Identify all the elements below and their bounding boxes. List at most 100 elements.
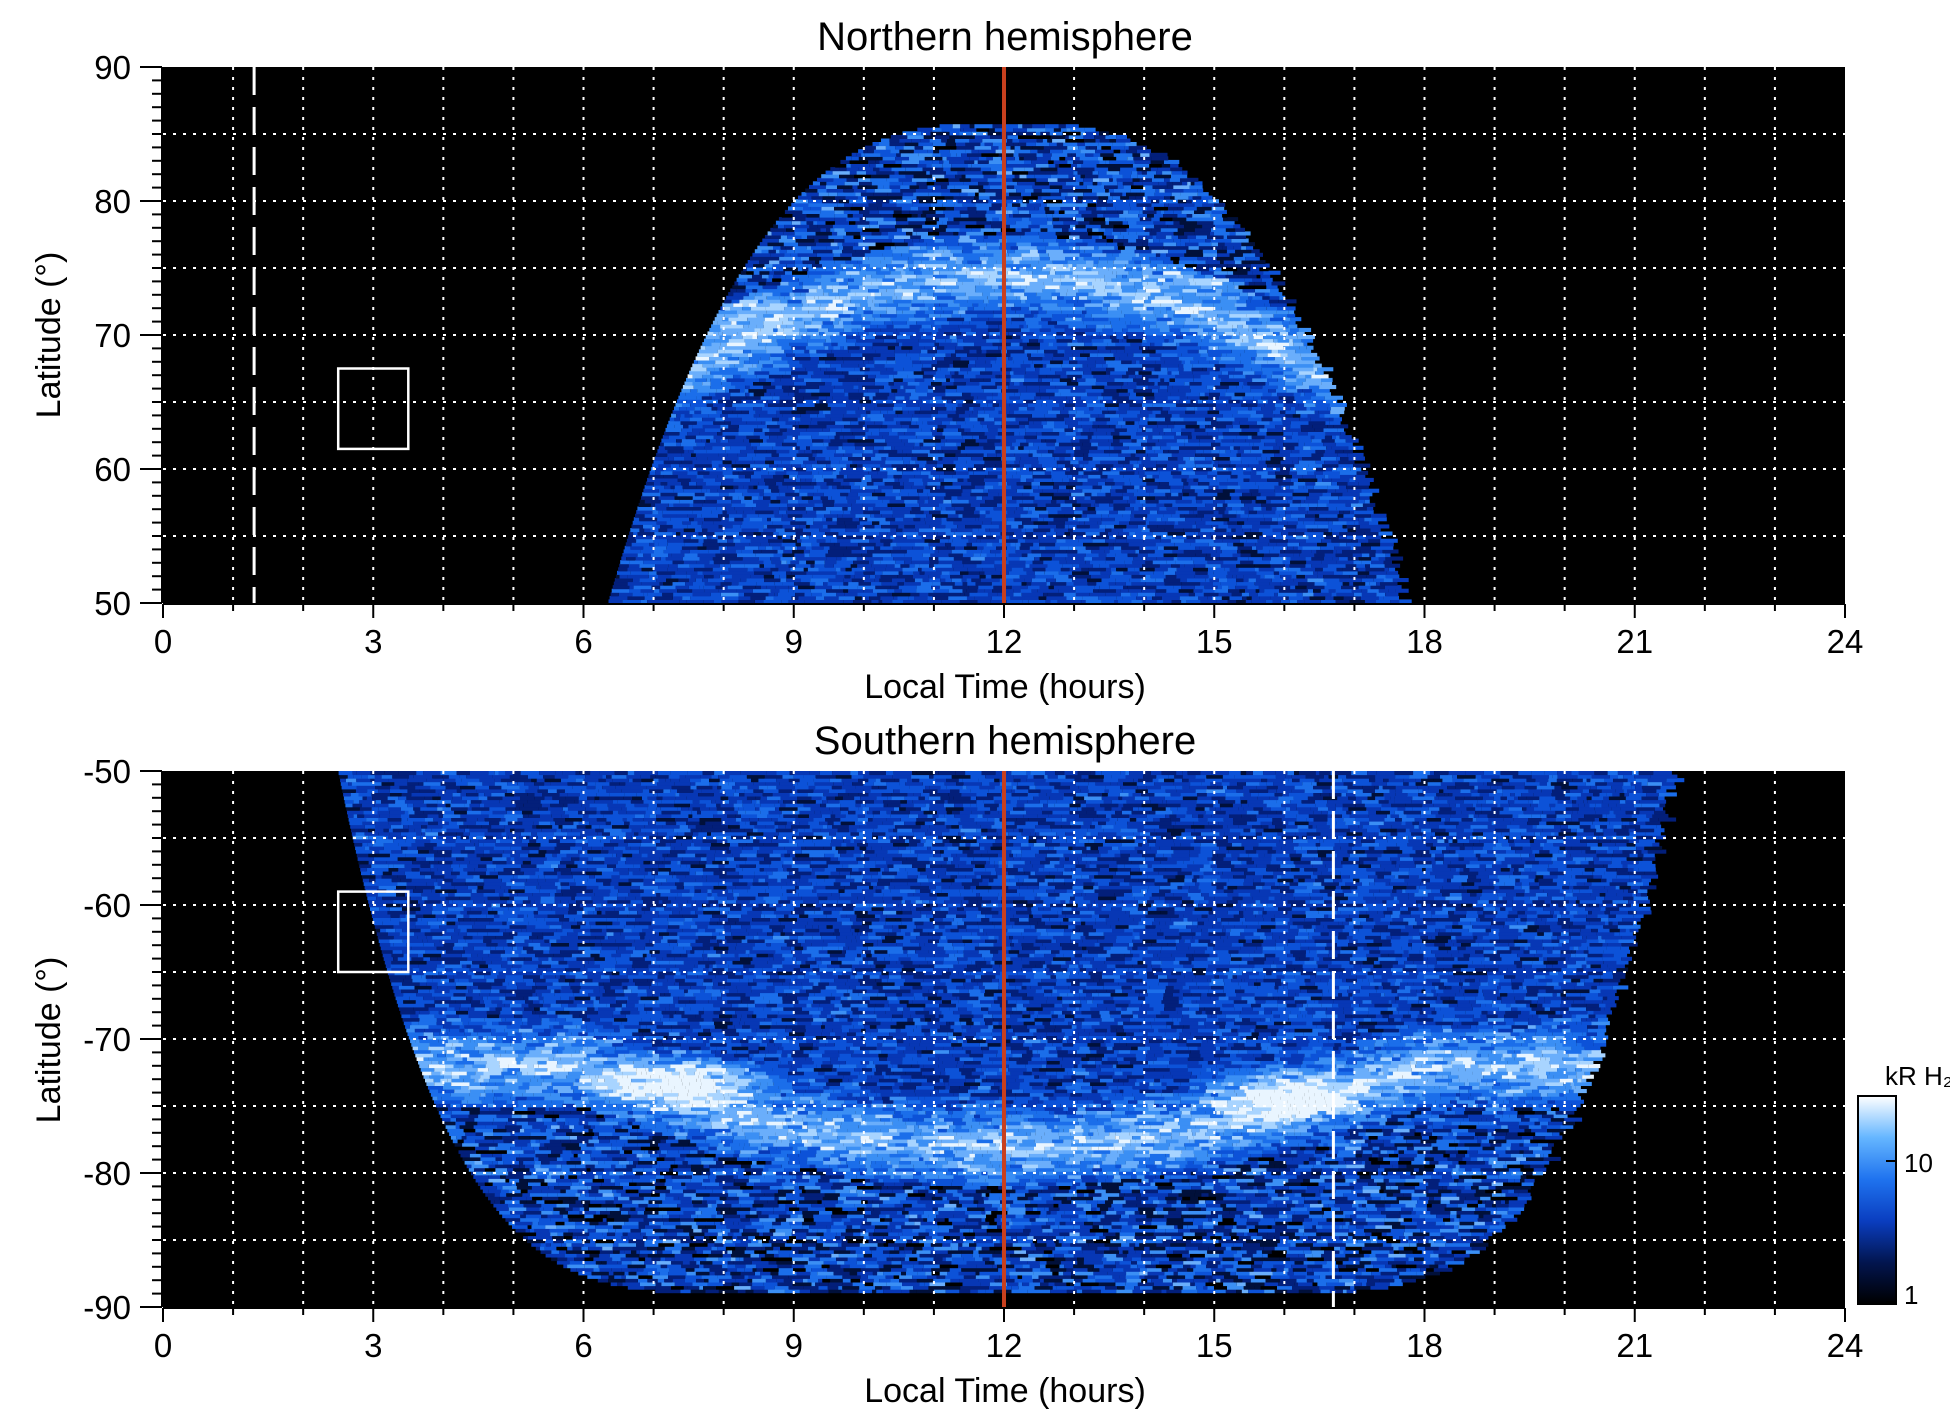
emission-cell xyxy=(850,538,870,543)
emission-cell xyxy=(760,327,774,332)
emission-cell xyxy=(823,356,837,361)
emission-cell xyxy=(1240,549,1258,554)
emission-cell xyxy=(679,392,686,397)
emission-cell xyxy=(1029,563,1048,568)
emission-cell xyxy=(737,327,755,332)
emission-cell xyxy=(860,356,874,361)
emission-cell xyxy=(1337,452,1348,457)
emission-cell xyxy=(1070,452,1075,457)
emission-cell xyxy=(894,477,899,482)
emission-cell xyxy=(719,367,738,372)
emission-cell xyxy=(951,502,971,507)
emission-cell xyxy=(1208,424,1226,429)
emission-cell xyxy=(848,467,864,472)
emission-cell xyxy=(955,463,975,468)
emission-cell xyxy=(786,578,801,583)
emission-cell xyxy=(904,431,916,436)
emission-cell xyxy=(871,563,887,568)
emission-cell xyxy=(694,406,701,411)
emission-cell xyxy=(1287,538,1296,543)
emission-cell xyxy=(619,563,629,568)
emission-cell xyxy=(984,431,998,436)
emission-cell xyxy=(1204,585,1218,590)
emission-cell xyxy=(1250,413,1264,418)
emission-cell xyxy=(1289,502,1301,507)
emission-cell xyxy=(1078,470,1084,475)
emission-cell xyxy=(1235,342,1241,347)
emission-cell xyxy=(1100,406,1108,411)
emission-cell xyxy=(962,560,982,565)
emission-cell xyxy=(899,342,903,347)
emission-cell xyxy=(874,513,882,518)
emission-cell xyxy=(904,513,916,518)
emission-cell xyxy=(1281,417,1300,422)
emission-cell xyxy=(937,349,956,354)
emission-cell xyxy=(698,538,704,543)
emission-cell xyxy=(1155,331,1174,336)
emission-cell xyxy=(795,542,801,547)
emission-cell xyxy=(1262,385,1278,390)
emission-cell xyxy=(1027,352,1031,357)
emission-cell xyxy=(1110,488,1116,493)
emission-cell xyxy=(1353,560,1362,565)
emission-cell xyxy=(1109,545,1114,550)
emission-cell xyxy=(902,410,909,415)
emission-cell xyxy=(1258,567,1275,572)
emission-cell xyxy=(1040,481,1055,486)
emission-cell xyxy=(843,327,852,332)
emission-cell xyxy=(903,485,912,490)
emission-cell xyxy=(1313,592,1332,597)
emission-cell xyxy=(1166,588,1179,593)
emission-cell xyxy=(1334,570,1343,575)
emission-cell xyxy=(1274,413,1286,418)
emission-cell xyxy=(1227,477,1244,482)
emission-cell xyxy=(771,517,782,522)
emission-cell xyxy=(1125,456,1140,461)
emission-cell xyxy=(1319,495,1339,500)
emission-cell xyxy=(922,374,934,379)
emission-cell xyxy=(1070,460,1079,465)
emission-cell xyxy=(1030,363,1035,368)
emission-cell xyxy=(1272,417,1282,422)
emission-cell xyxy=(1063,595,1067,600)
emission-cell xyxy=(1175,560,1194,565)
emission-cell xyxy=(1015,545,1020,550)
emission-cell xyxy=(966,431,985,436)
emission-cell xyxy=(1037,338,1044,343)
emission-cell xyxy=(637,506,657,511)
emission-cell xyxy=(929,560,939,565)
emission-cell xyxy=(1318,499,1329,504)
emission-cell xyxy=(1201,381,1221,386)
emission-cell xyxy=(660,470,673,475)
emission-cell xyxy=(1256,327,1270,332)
emission-cell xyxy=(1025,427,1037,432)
emission-cell xyxy=(783,477,792,482)
emission-cell xyxy=(923,370,936,375)
emission-cell xyxy=(1239,420,1257,425)
emission-cell xyxy=(1046,595,1063,600)
emission-cell xyxy=(1285,595,1289,600)
emission-cell xyxy=(971,578,981,583)
emission-cell xyxy=(862,385,876,390)
emission-cell xyxy=(1049,549,1060,554)
emission-cell xyxy=(1167,385,1173,390)
emission-cell xyxy=(1306,585,1325,590)
emission-cell xyxy=(751,495,759,500)
emission-cell xyxy=(1304,360,1316,365)
emission-cell xyxy=(725,388,730,393)
emission-cell xyxy=(1290,424,1301,429)
emission-cell xyxy=(1252,445,1259,450)
emission-cell xyxy=(985,574,992,579)
emission-cell xyxy=(754,327,761,332)
emission-cell xyxy=(941,520,954,525)
emission-cell xyxy=(824,331,840,336)
emission-cell xyxy=(713,452,719,457)
emission-cell xyxy=(1093,588,1099,593)
emission-cell xyxy=(668,502,674,507)
emission-cell xyxy=(1385,574,1400,579)
emission-cell xyxy=(1243,381,1248,386)
emission-cell xyxy=(981,549,991,554)
emission-cell xyxy=(720,327,737,332)
emission-cell xyxy=(1237,410,1257,415)
emission-cell xyxy=(1110,335,1117,340)
